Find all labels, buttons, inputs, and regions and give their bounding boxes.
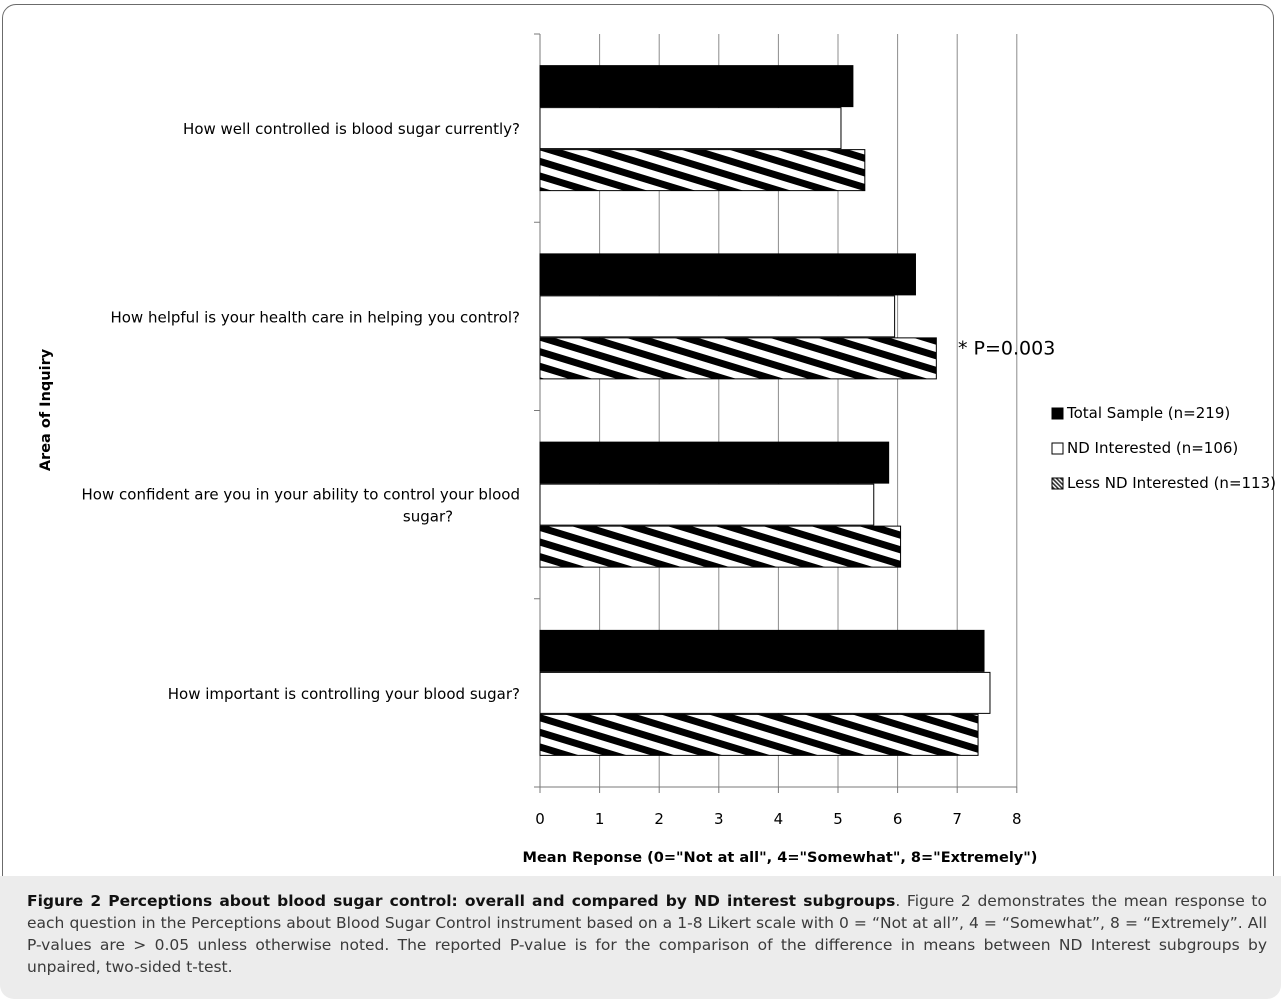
x-axis-title: Mean Reponse (0="Not at all", 4="Somewha…	[523, 850, 1038, 866]
x-tick-label: 0	[535, 810, 545, 828]
bar-white	[539, 107, 842, 150]
caption-background	[0, 876, 1281, 999]
category-label-line: How helpful is your health care in helpi…	[110, 308, 520, 326]
category-label: How confident are you in your ability to…	[82, 486, 520, 526]
category-label: How well controlled is blood sugar curre…	[183, 120, 520, 138]
x-tick-label: 2	[654, 810, 664, 828]
x-tick-label: 8	[1012, 810, 1022, 828]
legend-label: Less ND Interested (n=113)	[1067, 474, 1276, 492]
category-label: How helpful is your health care in helpi…	[110, 308, 520, 326]
legend-swatch	[1051, 477, 1064, 490]
bar-diagonal-stripes	[539, 337, 937, 380]
x-tick-label: 4	[774, 810, 784, 828]
bar-solid-black	[539, 253, 916, 296]
category-label-line: How confident are you in your ability to…	[82, 486, 520, 504]
legend-swatch	[1051, 442, 1064, 455]
x-tick-label: 5	[833, 810, 843, 828]
bar-solid-black	[539, 441, 890, 484]
figure-caption: Figure 2 Perceptions about blood sugar c…	[27, 890, 1267, 978]
bar-diagonal-stripes	[539, 713, 979, 756]
category-label-line: How important is controlling your blood …	[168, 685, 520, 703]
bar-solid-black	[539, 629, 985, 672]
caption-text: . Figure 2 demonstrates the mean respons…	[27, 892, 1267, 976]
bar-white	[539, 483, 875, 526]
y-axis-title: Area of Inquiry	[38, 348, 54, 471]
legend-label: ND Interested (n=106)	[1067, 439, 1238, 457]
x-tick-label: 6	[893, 810, 903, 828]
bar-diagonal-stripes	[539, 149, 866, 192]
category-label-line: How well controlled is blood sugar curre…	[183, 120, 520, 138]
category-label-line: sugar?	[403, 508, 453, 526]
legend-swatch	[1051, 407, 1064, 420]
p-value-annotation: * P=0.003	[958, 337, 1055, 359]
caption-label: Figure 2 Perceptions about blood sugar c…	[27, 892, 896, 910]
bar-diagonal-stripes	[539, 525, 902, 568]
bar-chart: 0 1 2 3 4 5 6 7 8 How well controlled is blood su…	[38, 33, 1276, 866]
category-label: How important is controlling your blood …	[168, 685, 520, 703]
bar-white	[539, 671, 991, 714]
x-tick-label: 3	[714, 810, 724, 828]
x-tick-label: 1	[595, 810, 605, 828]
legend-label: Total Sample (n=219)	[1066, 404, 1230, 422]
bar-solid-black	[539, 65, 854, 108]
x-tick-label: 7	[952, 810, 962, 828]
bar-white	[539, 295, 896, 338]
